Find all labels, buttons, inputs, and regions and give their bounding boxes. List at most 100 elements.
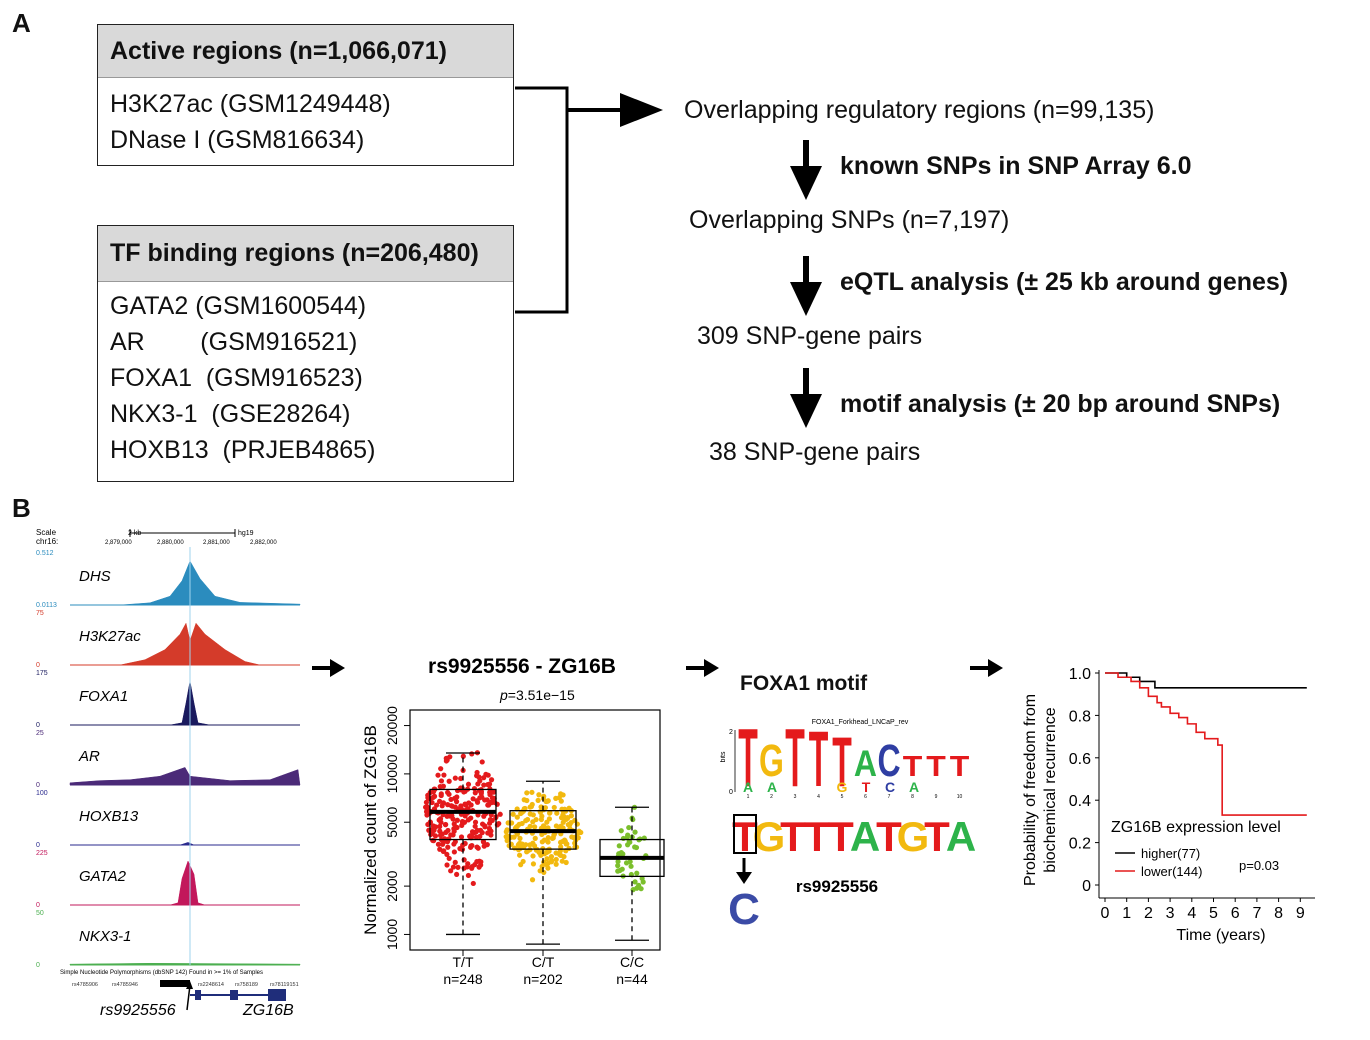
boxplot-point (559, 858, 565, 864)
down-arrow-icon (790, 140, 822, 200)
boxplot-point (628, 863, 634, 869)
motif-sequence-letter: A (850, 813, 880, 860)
motif-logo-letter: A (854, 744, 877, 785)
track-label: AR (78, 748, 100, 765)
boxplot-ytick-label: 1000 (384, 919, 400, 950)
boxplot-point (438, 778, 445, 784)
track-min: 0 (36, 662, 40, 669)
boxplot-point (553, 861, 559, 867)
motif-logo-pos: 10 (957, 794, 963, 800)
boxplot-point (471, 829, 477, 836)
boxplot-point (630, 816, 636, 823)
boxplot-point (529, 877, 536, 883)
snp-id: rs78119151 (270, 982, 299, 988)
tf-line-ar: AR (GSM916521) (110, 328, 358, 356)
boxplot-point (514, 814, 520, 820)
boxplot-point (568, 819, 574, 826)
km-xtick-label: 1 (1122, 905, 1131, 922)
boxplot-point (435, 841, 442, 847)
browser-scale-text: 2 kb (128, 530, 141, 537)
boxplot-point (626, 824, 632, 831)
down-arrow-icon (790, 256, 822, 316)
boxplot-point (440, 848, 446, 855)
motif-logo-pos: 1 (747, 794, 750, 800)
boxplot-point (423, 799, 430, 805)
boxplot-point (545, 839, 551, 845)
boxplot-ytick-label: 2000 (384, 870, 400, 901)
boxplot-point (467, 833, 473, 839)
browser-assembly: hg19 (238, 530, 254, 537)
browser-coord: 2,880,000 (157, 540, 184, 546)
km-ytick-label: 0.8 (1069, 708, 1091, 725)
motif-sequence-letter: T (828, 813, 854, 860)
boxplot-point (615, 868, 621, 874)
active-regions-box: Active regions (n=1,066,071) H3K27ac (GS… (97, 24, 514, 166)
track-min: 0 (36, 842, 40, 849)
motif-logo-pos: 5 (841, 794, 844, 800)
boxplot-point (640, 879, 646, 885)
boxplot-point (627, 839, 633, 845)
boxplot-point (481, 813, 487, 819)
boxplot-point (535, 797, 541, 803)
km-legend-title: ZG16B expression level (1111, 819, 1281, 836)
boxplot-point (485, 772, 491, 778)
boxplot-point (487, 799, 493, 805)
track-min: 0 (36, 782, 40, 789)
boxplot-point (444, 862, 450, 868)
boxplot-point (474, 769, 480, 776)
boxplot-ytick-label: 5000 (384, 806, 400, 837)
boxplot-point (615, 863, 621, 869)
browser-coord: 2,882,000 (250, 540, 277, 546)
boxplot-point (548, 854, 555, 860)
boxplot-xlabel: T/T (453, 954, 474, 970)
boxplot-point (454, 871, 460, 878)
boxplot-point (461, 857, 467, 863)
boxplot-point (618, 850, 624, 856)
boxplot-n-label: n=202 (523, 971, 563, 987)
boxplot-point (468, 802, 474, 808)
track-max: 25 (36, 730, 44, 737)
track-label: H3K27ac (79, 628, 141, 645)
motif-sequence-letter: T (924, 813, 950, 860)
boxplot-point (547, 810, 553, 816)
km-ylabel-1: Probability of freedom from (1022, 694, 1039, 886)
boxplot-point (566, 845, 572, 851)
km-ylabel-2: biochemical recurrence (1042, 707, 1059, 873)
flow-arrow-motif: motif analysis (± 20 bp around SNPs) (840, 390, 1281, 418)
track-label: FOXA1 (79, 688, 128, 705)
motif-sequence-letter: G (753, 813, 786, 860)
boxplot-point (467, 844, 474, 850)
boxplot-point (448, 868, 454, 874)
boxplot-point (532, 824, 538, 830)
track-label: HOXB13 (79, 808, 139, 825)
boxplot-point (461, 865, 467, 871)
boxplot-point (490, 789, 497, 795)
right-arrow-icon (312, 659, 345, 677)
track-signal (169, 860, 206, 906)
boxplot-point (543, 798, 549, 805)
motif-logo-letter: T (903, 750, 923, 782)
boxplot-point (473, 834, 479, 840)
boxplot-point (565, 815, 571, 821)
motif-logo-title: FOXA1_Forkhead_LNCaP_rev (812, 719, 909, 726)
boxplot-point (454, 817, 460, 823)
boxplot-point (524, 797, 530, 804)
boxplot-point (465, 872, 472, 879)
boxplot-point (480, 839, 487, 845)
boxplot-point (425, 821, 431, 828)
boxplot-point (618, 828, 624, 834)
boxplot-point (533, 816, 539, 823)
boxplot-point (510, 811, 516, 817)
survival-curve: Probability of freedom from biochemical … (1022, 666, 1315, 944)
boxplot-point (516, 852, 523, 858)
boxplot-point (558, 815, 565, 821)
km-xtick-label: 7 (1252, 905, 1261, 922)
boxplot-point (553, 856, 559, 863)
boxplot-point (516, 840, 523, 847)
tf-line-nkx3-1: NKX3-1 (GSE28264) (110, 400, 351, 428)
boxplot-point (438, 792, 444, 799)
boxplot-point (476, 864, 482, 870)
boxplot-point (478, 789, 485, 795)
boxplot-point (632, 829, 638, 835)
boxplot-point (632, 879, 638, 885)
